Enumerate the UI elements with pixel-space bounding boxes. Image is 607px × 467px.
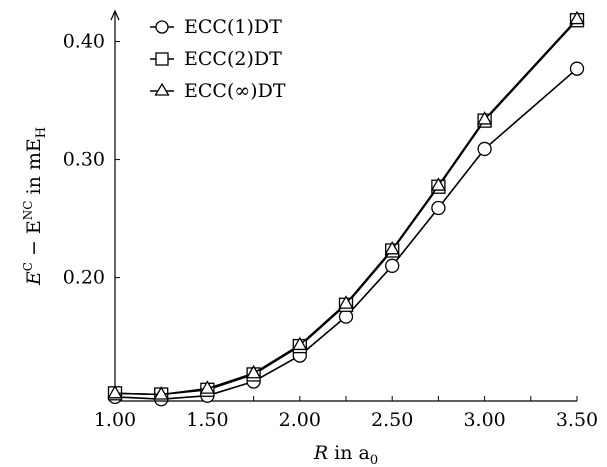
x-tick-label-1: 1.50 xyxy=(186,409,228,431)
data-point-triangle-5 xyxy=(338,295,354,309)
x-tick-label-2: 2.00 xyxy=(279,409,321,431)
tick-labels: 1.00 1.50 2.00 2.50 3.00 3.50 0.20 0.30 0.40 xyxy=(63,31,598,431)
data-point-triangle-2 xyxy=(199,380,216,394)
data-point-triangle-6 xyxy=(384,240,400,255)
series-line-1 xyxy=(114,19,578,396)
legend-item-ecc1: ECC(1)DT xyxy=(150,16,282,38)
data-point-triangle-1 xyxy=(153,386,169,400)
data-point-circle-7 xyxy=(431,200,446,216)
series-layer xyxy=(107,10,585,407)
y-axis-arrow xyxy=(110,9,120,21)
legend-triangle-marker xyxy=(154,82,170,96)
series-triangle xyxy=(107,10,585,400)
legend-item-ecc2: ECC(2)DT xyxy=(150,48,282,70)
x-axis-title: R in a0 xyxy=(313,442,378,467)
data-point-circle-8 xyxy=(477,141,492,157)
data-point-triangle-0 xyxy=(107,385,123,399)
legend-circle-marker xyxy=(155,20,169,34)
data-point-triangle-9 xyxy=(569,10,585,25)
data-point-circle-5 xyxy=(338,309,354,324)
data-point-triangle-8 xyxy=(476,111,493,125)
y-tick-label-0: 0.20 xyxy=(63,267,105,289)
legend: ECC(1)DT ECC(2)DT ECC(∞)DT xyxy=(150,16,286,102)
legend-label-ecc2: ECC(2)DT xyxy=(184,48,282,70)
legend-label-ecc1: ECC(1)DT xyxy=(184,16,282,38)
y-axis-title: EC − ENC in mEH xyxy=(21,127,49,286)
series-square xyxy=(107,13,585,402)
x-tick-label-5: 3.50 xyxy=(556,409,598,431)
series-line-0 xyxy=(114,68,578,401)
data-point-circle-9 xyxy=(569,61,585,76)
series-circle xyxy=(107,61,585,407)
y-tick-label-1: 0.30 xyxy=(63,149,105,171)
data-point-triangle-7 xyxy=(430,177,447,191)
legend-label-eccinf: ECC(∞)DT xyxy=(184,80,286,102)
x-tick-label-4: 3.00 xyxy=(463,409,505,431)
axes xyxy=(110,9,577,402)
x-tick-label-3: 2.50 xyxy=(371,409,413,431)
data-point-triangle-4 xyxy=(292,336,308,351)
legend-square-marker xyxy=(155,52,169,66)
legend-item-eccinf: ECC(∞)DT xyxy=(150,80,286,102)
data-point-triangle-3 xyxy=(245,364,262,379)
x-tick-label-0: 1.00 xyxy=(94,409,136,431)
data-point-circle-6 xyxy=(385,258,400,273)
y-tick-label-2: 0.40 xyxy=(63,31,105,53)
series-line-2 xyxy=(114,18,578,396)
